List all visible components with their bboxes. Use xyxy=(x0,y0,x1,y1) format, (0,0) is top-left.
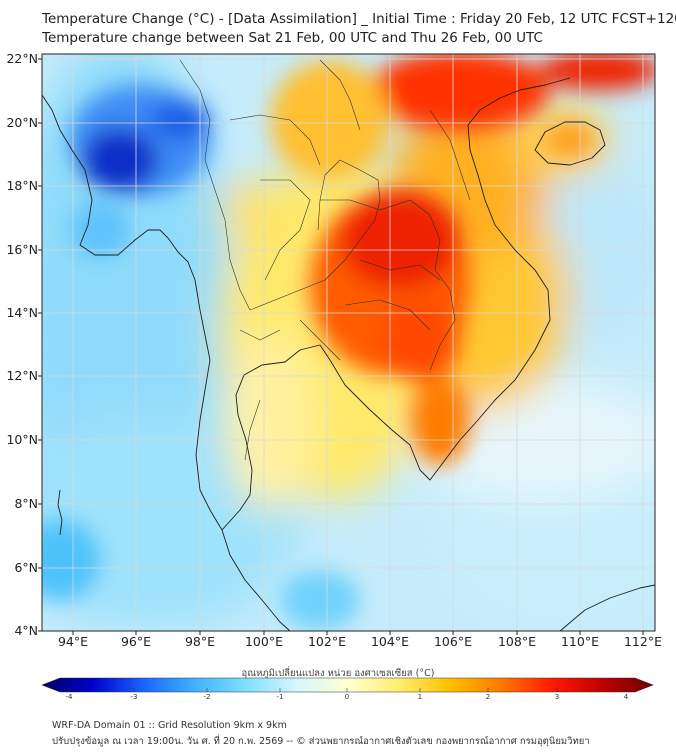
map-gridlines xyxy=(42,54,655,632)
colorbar-tick--3: -3 xyxy=(130,693,138,701)
coastlines xyxy=(41,77,656,632)
lon-label-104e: 104°E xyxy=(370,634,409,649)
map-frame xyxy=(41,53,656,632)
lat-label-22n: 22°N xyxy=(6,51,38,66)
colorbar-tick-2: 2 xyxy=(485,693,491,701)
lon-label-94e: 94°E xyxy=(57,634,89,649)
lon-label-100e: 100°E xyxy=(244,634,283,649)
colorbar-tick--2: -2 xyxy=(203,693,211,701)
temperature-change-map xyxy=(38,53,656,635)
chart-subtitle: Temperature change between Sat 21 Feb, 0… xyxy=(42,30,543,46)
colorbar-tick-1: 1 xyxy=(417,693,423,701)
province-borders xyxy=(179,59,471,461)
footer-update-credit: ปรับปรุงข้อมูล ณ เวลา 19:00น. วัน ศ. ที่… xyxy=(52,736,590,747)
lat-label-14n: 14°N xyxy=(6,305,38,320)
chart-title: Temperature Change (°C) - [Data Assimila… xyxy=(42,11,676,27)
lat-label-12n: 12°N xyxy=(6,368,38,383)
axis-tick-marks xyxy=(38,58,644,635)
lat-label-18n: 18°N xyxy=(6,178,38,193)
lat-label-20n: 20°N xyxy=(6,115,38,130)
lat-label-4n: 4°N xyxy=(14,623,38,638)
lon-label-108e: 108°E xyxy=(497,634,536,649)
map-area: 22°N 20°N 18°N 16°N 14°N 12°N 10°N 8°N 6… xyxy=(6,51,662,649)
lat-label-8n: 8°N xyxy=(14,496,38,511)
footer-domain-info: WRF-DA Domain 01 :: Grid Resolution 9km … xyxy=(52,720,287,731)
lon-label-112e: 112°E xyxy=(623,634,662,649)
field-layer xyxy=(42,54,655,631)
colorbar-label: อุณหภูมิเปลี่ยนแปลง หน่วย องศาเซลเซียส (… xyxy=(241,668,435,679)
colorbar-bar xyxy=(41,677,654,693)
colorbar-tick-3: 3 xyxy=(554,693,560,701)
colorbar-tick--4: -4 xyxy=(65,693,73,701)
lon-label-98e: 98°E xyxy=(184,634,216,649)
lat-label-16n: 16°N xyxy=(6,242,38,257)
colorbar-tickmarks xyxy=(68,688,627,692)
lon-label-110e: 110°E xyxy=(560,634,599,649)
lon-label-96e: 96°E xyxy=(120,634,152,649)
lon-label-102e: 102°E xyxy=(307,634,346,649)
colorbar-tick-0: 0 xyxy=(344,693,350,701)
lon-label-106e: 106°E xyxy=(433,634,472,649)
colorbar-tick--1: -1 xyxy=(276,693,284,701)
lat-label-10n: 10°N xyxy=(6,432,38,447)
colorbar xyxy=(41,677,654,693)
lat-label-6n: 6°N xyxy=(14,560,38,575)
colorbar-tick-4: 4 xyxy=(623,693,629,701)
